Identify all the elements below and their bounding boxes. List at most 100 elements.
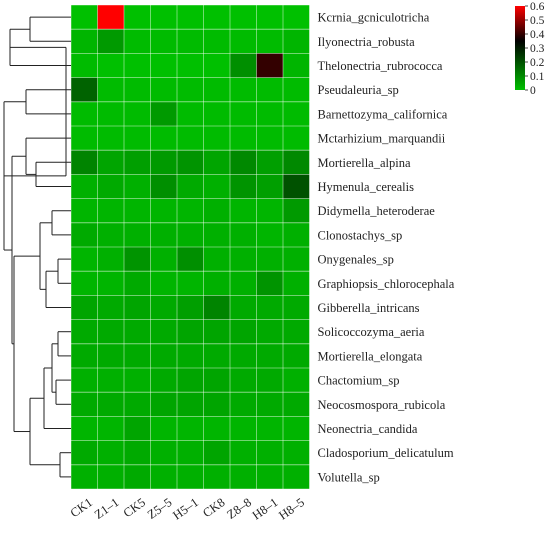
cell-hymenula-cerealis-z5-5 xyxy=(150,174,177,199)
cell-mctarhizium-marquandii-h8-1 xyxy=(256,126,283,151)
cell-onygenales-sp-z1-1 xyxy=(97,247,124,272)
cell-kcrnia-gcniculotricha-ck8 xyxy=(203,5,230,30)
cell-mortierella-alpina-z5-5 xyxy=(150,150,177,175)
cell-mctarhizium-marquandii-ck8 xyxy=(203,126,230,151)
cell-gibberella-intricans-h5-1 xyxy=(177,295,204,320)
cell-onygenales-sp-ck8 xyxy=(203,247,230,272)
cell-hymenula-cerealis-h5-1 xyxy=(177,174,204,199)
cell-solicoccozyma-aeria-z5-5 xyxy=(150,319,177,344)
cell-ilyonectria-robusta-ck8 xyxy=(203,29,230,54)
row-label-onygenales-sp: Onygenales_sp xyxy=(318,253,394,267)
cell-gibberella-intricans-z1-1 xyxy=(97,295,124,320)
cell-thelonectria-rubrococca-z8-8 xyxy=(230,53,257,78)
cell-ilyonectria-robusta-z8-8 xyxy=(230,29,257,54)
color-scale-tick-label: 0 xyxy=(530,85,536,97)
row-label-thelonectria-rubrococca: Thelonectria_rubrococca xyxy=(318,59,443,73)
cell-mortierella-alpina-ck5 xyxy=(124,150,151,175)
cell-neonectria-candida-ck1 xyxy=(71,416,98,441)
row-label-graphiopsis-chlorocephala: Graphiopsis_chlorocephala xyxy=(318,277,455,291)
column-label-z5-5: Z5–5 xyxy=(145,495,175,522)
cell-hymenula-cerealis-h8-1 xyxy=(256,174,283,199)
cell-hymenula-cerealis-ck1 xyxy=(71,174,98,199)
cell-kcrnia-gcniculotricha-ck5 xyxy=(124,5,151,30)
cell-mortierella-elongata-ck1 xyxy=(71,343,98,368)
color-scale-tick-label: 0.4 xyxy=(530,29,545,41)
cell-graphiopsis-chlorocephala-ck1 xyxy=(71,271,98,296)
cell-solicoccozyma-aeria-h8-1 xyxy=(256,319,283,344)
cell-kcrnia-gcniculotricha-z8-8 xyxy=(230,5,257,30)
cell-graphiopsis-chlorocephala-ck5 xyxy=(124,271,151,296)
cell-didymella-heteroderae-ck1 xyxy=(71,198,98,223)
cell-kcrnia-gcniculotricha-z5-5 xyxy=(150,5,177,30)
cell-neocosmospora-rubicola-h8-1 xyxy=(256,392,283,417)
cell-hymenula-cerealis-ck8 xyxy=(203,174,230,199)
cell-cladosporium-delicatulum-ck5 xyxy=(124,440,151,465)
cell-kcrnia-gcniculotricha-z1-1 xyxy=(97,5,124,30)
cell-thelonectria-rubrococca-z5-5 xyxy=(150,53,177,78)
color-scale-bar xyxy=(515,6,525,90)
cell-volutella-sp-ck5 xyxy=(124,464,151,489)
cell-graphiopsis-chlorocephala-z8-8 xyxy=(230,271,257,296)
cell-chactomium-sp-z5-5 xyxy=(150,368,177,393)
cell-didymella-heteroderae-ck5 xyxy=(124,198,151,223)
cell-cladosporium-delicatulum-z5-5 xyxy=(150,440,177,465)
cell-barnettozyma-californica-h8-5 xyxy=(283,101,310,126)
cell-kcrnia-gcniculotricha-h8-5 xyxy=(283,5,310,30)
cell-barnettozyma-californica-h8-1 xyxy=(256,101,283,126)
cell-pseudaleuria-sp-ck8 xyxy=(203,77,230,102)
cell-clonostachys-sp-h8-1 xyxy=(256,222,283,247)
color-scale-tick-label: 0.5 xyxy=(530,15,545,27)
color-scale-legend: 0 0.1 0.2 0.3 0.4 0.5 0.6 xyxy=(515,1,545,97)
cell-clonostachys-sp-ck8 xyxy=(203,222,230,247)
cell-gibberella-intricans-ck5 xyxy=(124,295,151,320)
cell-graphiopsis-chlorocephala-z5-5 xyxy=(150,271,177,296)
cell-mortierella-alpina-h8-5 xyxy=(283,150,310,175)
cell-ilyonectria-robusta-h8-1 xyxy=(256,29,283,54)
cell-barnettozyma-californica-h5-1 xyxy=(177,101,204,126)
row-label-mortierella-elongata: Mortierella_elongata xyxy=(318,349,423,363)
cell-ilyonectria-robusta-h8-5 xyxy=(283,29,310,54)
row-label-didymella-heteroderae: Didymella_heteroderae xyxy=(318,204,436,218)
cell-barnettozyma-californica-z8-8 xyxy=(230,101,257,126)
column-label-ck1: CK1 xyxy=(68,495,95,520)
row-label-gibberella-intricans: Gibberella_intricans xyxy=(318,301,420,315)
cell-clonostachys-sp-h8-5 xyxy=(283,222,310,247)
row-label-ilyonectria-robusta: Ilyonectria_robusta xyxy=(318,35,416,49)
row-dendrogram xyxy=(3,16,71,478)
cell-volutella-sp-z1-1 xyxy=(97,464,124,489)
cell-hymenula-cerealis-ck5 xyxy=(124,174,151,199)
color-scale-tick-label: 0.2 xyxy=(530,57,545,69)
cell-mortierella-elongata-h8-5 xyxy=(283,343,310,368)
cell-onygenales-sp-ck1 xyxy=(71,247,98,272)
cell-gibberella-intricans-z5-5 xyxy=(150,295,177,320)
cell-volutella-sp-ck8 xyxy=(203,464,230,489)
cell-mctarhizium-marquandii-h5-1 xyxy=(177,126,204,151)
cell-gibberella-intricans-h8-1 xyxy=(256,295,283,320)
cell-ilyonectria-robusta-ck5 xyxy=(124,29,151,54)
cell-cladosporium-delicatulum-h8-1 xyxy=(256,440,283,465)
cell-volutella-sp-h5-1 xyxy=(177,464,204,489)
cell-onygenales-sp-z8-8 xyxy=(230,247,257,272)
cell-neonectria-candida-z5-5 xyxy=(150,416,177,441)
cell-neocosmospora-rubicola-z5-5 xyxy=(150,392,177,417)
cell-mortierella-elongata-ck5 xyxy=(124,343,151,368)
cell-pseudaleuria-sp-ck5 xyxy=(124,77,151,102)
cell-didymella-heteroderae-h5-1 xyxy=(177,198,204,223)
cell-thelonectria-rubrococca-h8-5 xyxy=(283,53,310,78)
cell-ilyonectria-robusta-h5-1 xyxy=(177,29,204,54)
cell-neocosmospora-rubicola-ck8 xyxy=(203,392,230,417)
cell-neonectria-candida-h8-5 xyxy=(283,416,310,441)
cell-chactomium-sp-z1-1 xyxy=(97,368,124,393)
cell-kcrnia-gcniculotricha-h5-1 xyxy=(177,5,204,30)
cell-mortierella-alpina-z1-1 xyxy=(97,150,124,175)
column-label-h8-5: H8–5 xyxy=(276,495,307,522)
cell-chactomium-sp-ck5 xyxy=(124,368,151,393)
cell-thelonectria-rubrococca-ck1 xyxy=(71,53,98,78)
cell-solicoccozyma-aeria-ck5 xyxy=(124,319,151,344)
cell-mctarhizium-marquandii-z5-5 xyxy=(150,126,177,151)
cell-neocosmospora-rubicola-ck5 xyxy=(124,392,151,417)
cell-onygenales-sp-z5-5 xyxy=(150,247,177,272)
cell-didymella-heteroderae-ck8 xyxy=(203,198,230,223)
cell-onygenales-sp-ck5 xyxy=(124,247,151,272)
column-label-h8-1: H8–1 xyxy=(250,495,281,522)
